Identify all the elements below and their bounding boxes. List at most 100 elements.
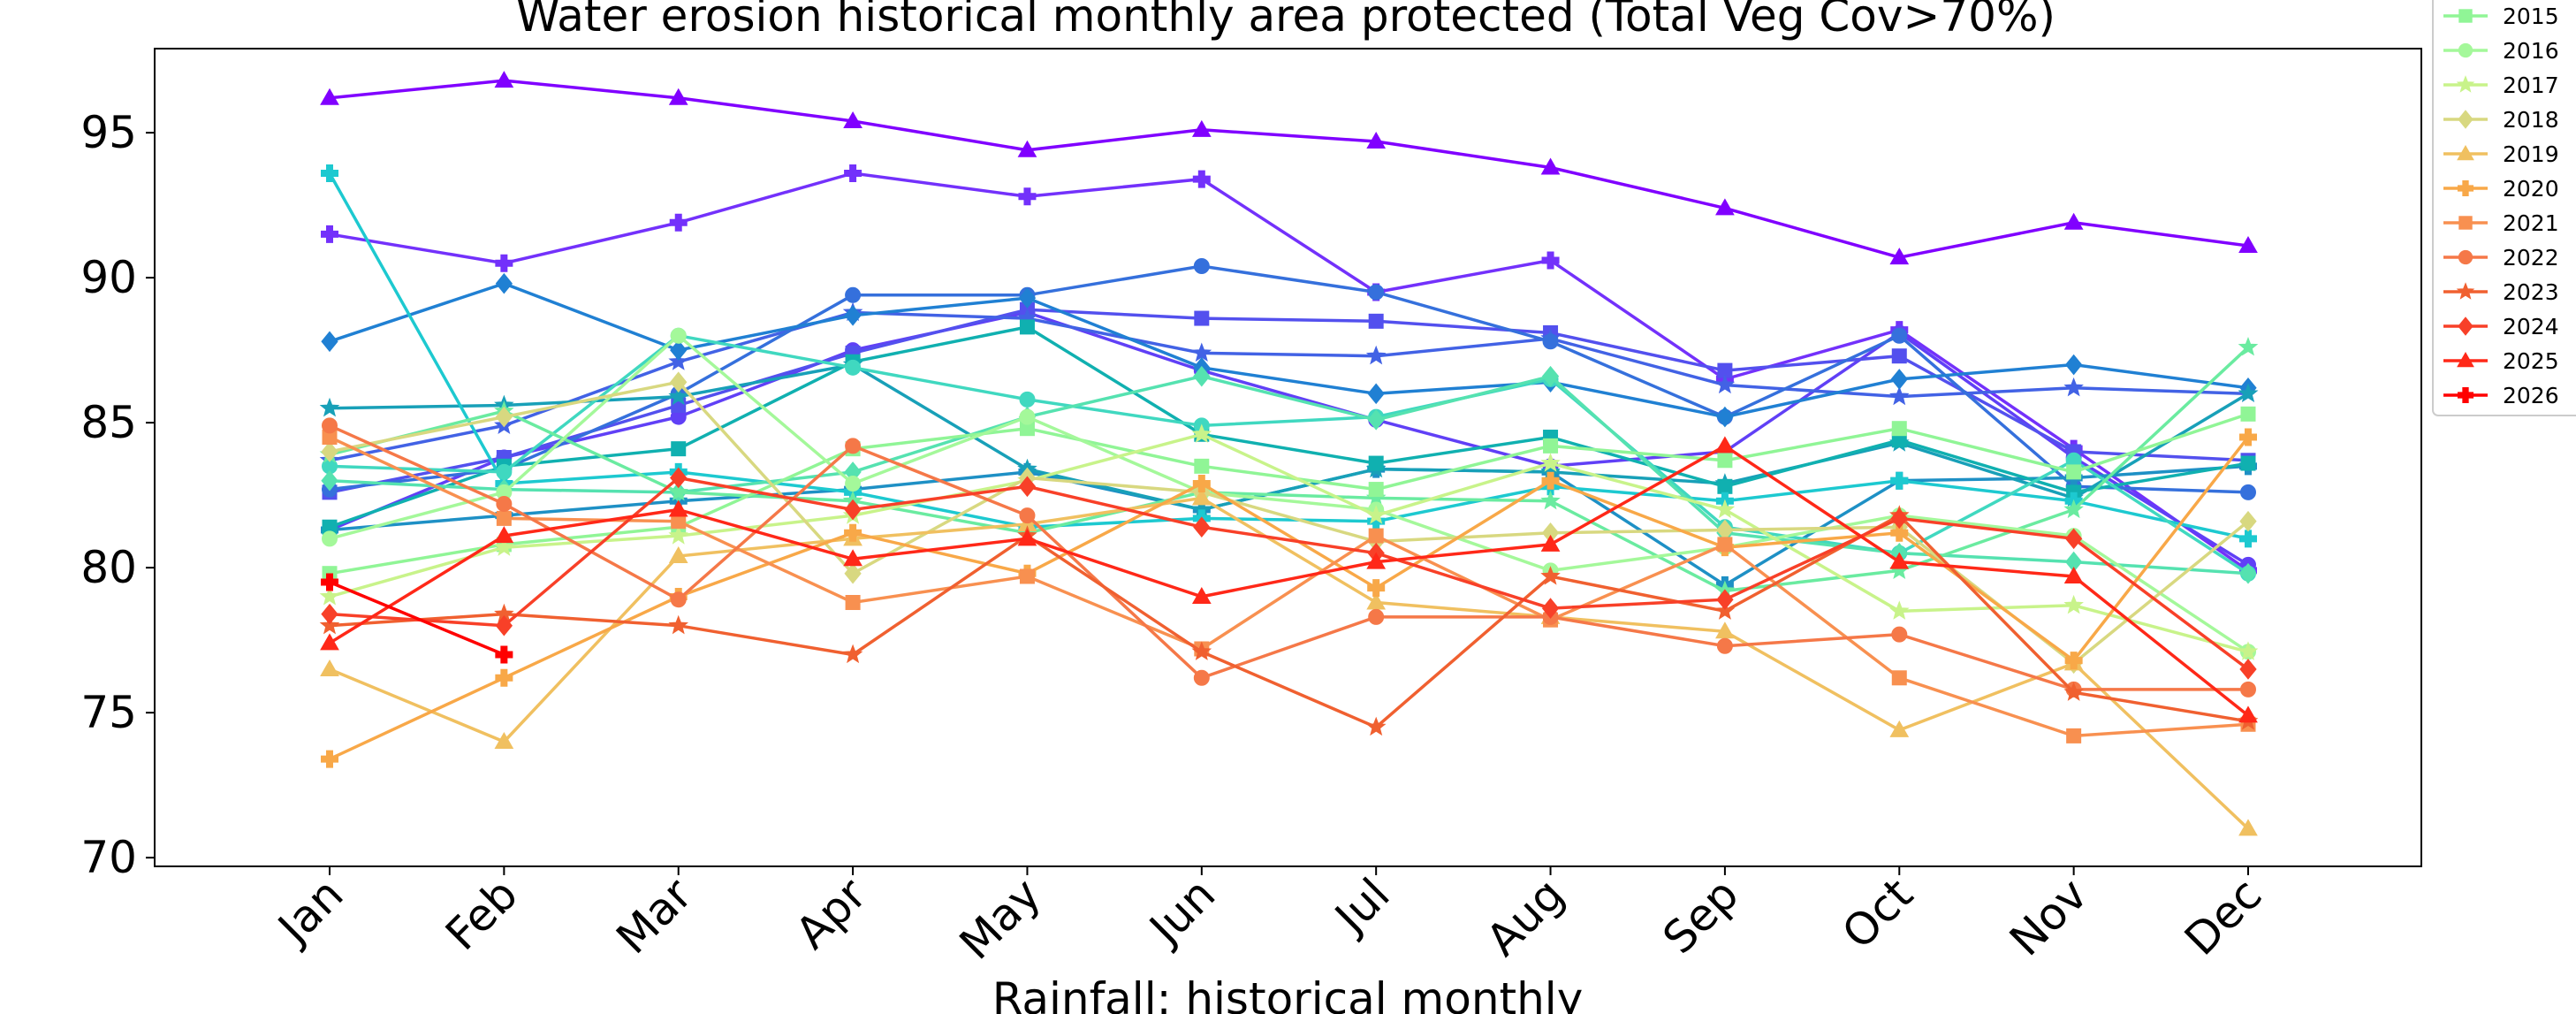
- series-line: [329, 333, 2249, 653]
- data-point: [1193, 516, 1211, 538]
- series-6: [321, 272, 2257, 428]
- data-point: [1193, 258, 1210, 275]
- data-point: [322, 530, 338, 547]
- data-point: [1366, 131, 1387, 149]
- x-tick-label: Sep: [1653, 868, 1749, 964]
- data-point: [321, 331, 338, 353]
- data-point: [2063, 212, 2084, 230]
- y-tick-label: 95: [80, 107, 137, 158]
- data-point: [1368, 528, 1384, 544]
- data-point: [1191, 119, 1212, 137]
- data-point: [2456, 75, 2475, 93]
- data-point: [1019, 408, 1036, 425]
- data-point: [668, 351, 689, 370]
- legend-label: 2020: [2503, 176, 2559, 202]
- data-point: [1889, 720, 1910, 737]
- series-line: [329, 79, 2249, 259]
- data-point: [844, 562, 862, 584]
- data-point: [1191, 586, 1212, 604]
- x-tick-label: Mar: [606, 868, 702, 964]
- data-point: [1019, 507, 1036, 524]
- data-point: [1716, 589, 1734, 611]
- data-point: [1543, 438, 1559, 454]
- chart-title: Water erosion historical monthly area pr…: [516, 0, 2055, 42]
- data-point: [2064, 354, 2083, 376]
- data-point: [319, 397, 340, 417]
- data-point: [668, 88, 688, 105]
- data-point: [495, 668, 513, 687]
- legend-label: 2018: [2503, 107, 2559, 133]
- series-2019: [320, 488, 2258, 836]
- data-point: [2063, 377, 2084, 397]
- data-point: [670, 591, 687, 608]
- series-line: [329, 513, 2249, 729]
- data-point: [1541, 598, 1560, 619]
- data-point: [1192, 475, 1211, 493]
- series-line: [329, 281, 2249, 419]
- x-tick-label: Apr: [786, 868, 876, 958]
- data-point: [1368, 482, 1384, 498]
- data-point: [670, 327, 687, 344]
- data-point: [843, 549, 862, 567]
- data-point: [1891, 670, 1907, 686]
- data-point: [1540, 566, 1561, 585]
- data-point: [844, 499, 862, 521]
- data-point: [845, 595, 861, 611]
- data-point: [670, 339, 688, 361]
- series-line: [329, 308, 2249, 494]
- data-point: [1541, 471, 1560, 490]
- data-point: [2238, 337, 2259, 356]
- x-tick-label: Jan: [267, 868, 353, 955]
- data-point: [2064, 652, 2083, 670]
- data-point: [668, 482, 689, 501]
- data-point: [1891, 626, 1908, 643]
- legend-item: 2015: [2443, 4, 2559, 29]
- series-2022: [322, 417, 2256, 698]
- series-line: [329, 412, 2249, 576]
- data-point: [2240, 406, 2256, 422]
- data-point: [2238, 236, 2258, 254]
- data-point: [1368, 313, 1384, 329]
- data-point: [495, 254, 513, 272]
- data-point: [1716, 637, 1733, 654]
- data-point: [496, 495, 513, 512]
- x-tick-label: Nov: [2000, 868, 2097, 965]
- x-tick-label: Jun: [1138, 868, 1225, 955]
- data-point: [1541, 251, 1560, 270]
- data-point: [1194, 310, 1210, 326]
- data-point: [2063, 499, 2084, 519]
- data-point: [668, 546, 688, 564]
- series-line: [329, 310, 2249, 462]
- series-line: [329, 346, 2250, 593]
- legend-item: 2018: [2443, 107, 2559, 133]
- data-point: [1194, 458, 1210, 474]
- data-point: [1365, 345, 1387, 365]
- data-point: [2456, 282, 2475, 300]
- data-point: [1888, 600, 1910, 620]
- data-point: [1889, 248, 1910, 265]
- y-tick-label: 90: [80, 252, 137, 303]
- series-line: [329, 310, 2249, 567]
- series-line: [328, 172, 2249, 541]
- y-tick-label: 70: [80, 832, 137, 883]
- data-point: [2458, 42, 2473, 58]
- data-point: [2239, 562, 2257, 584]
- legend-item: 2022: [2443, 245, 2559, 271]
- data-point: [1717, 478, 1733, 494]
- data-point: [321, 164, 338, 183]
- data-point: [1193, 365, 1211, 387]
- data-point: [1891, 421, 1907, 437]
- data-point: [2457, 144, 2474, 161]
- series-line: [329, 423, 2248, 691]
- data-point: [496, 463, 513, 480]
- series-line: [329, 333, 2249, 576]
- data-point: [671, 441, 687, 457]
- data-point: [1191, 641, 1212, 660]
- data-point: [1191, 488, 1212, 506]
- data-point: [669, 213, 688, 232]
- data-point: [1714, 374, 1736, 394]
- data-point: [1890, 507, 1908, 530]
- data-point: [320, 659, 339, 676]
- data-point: [1191, 423, 1212, 443]
- data-point: [1716, 406, 1734, 428]
